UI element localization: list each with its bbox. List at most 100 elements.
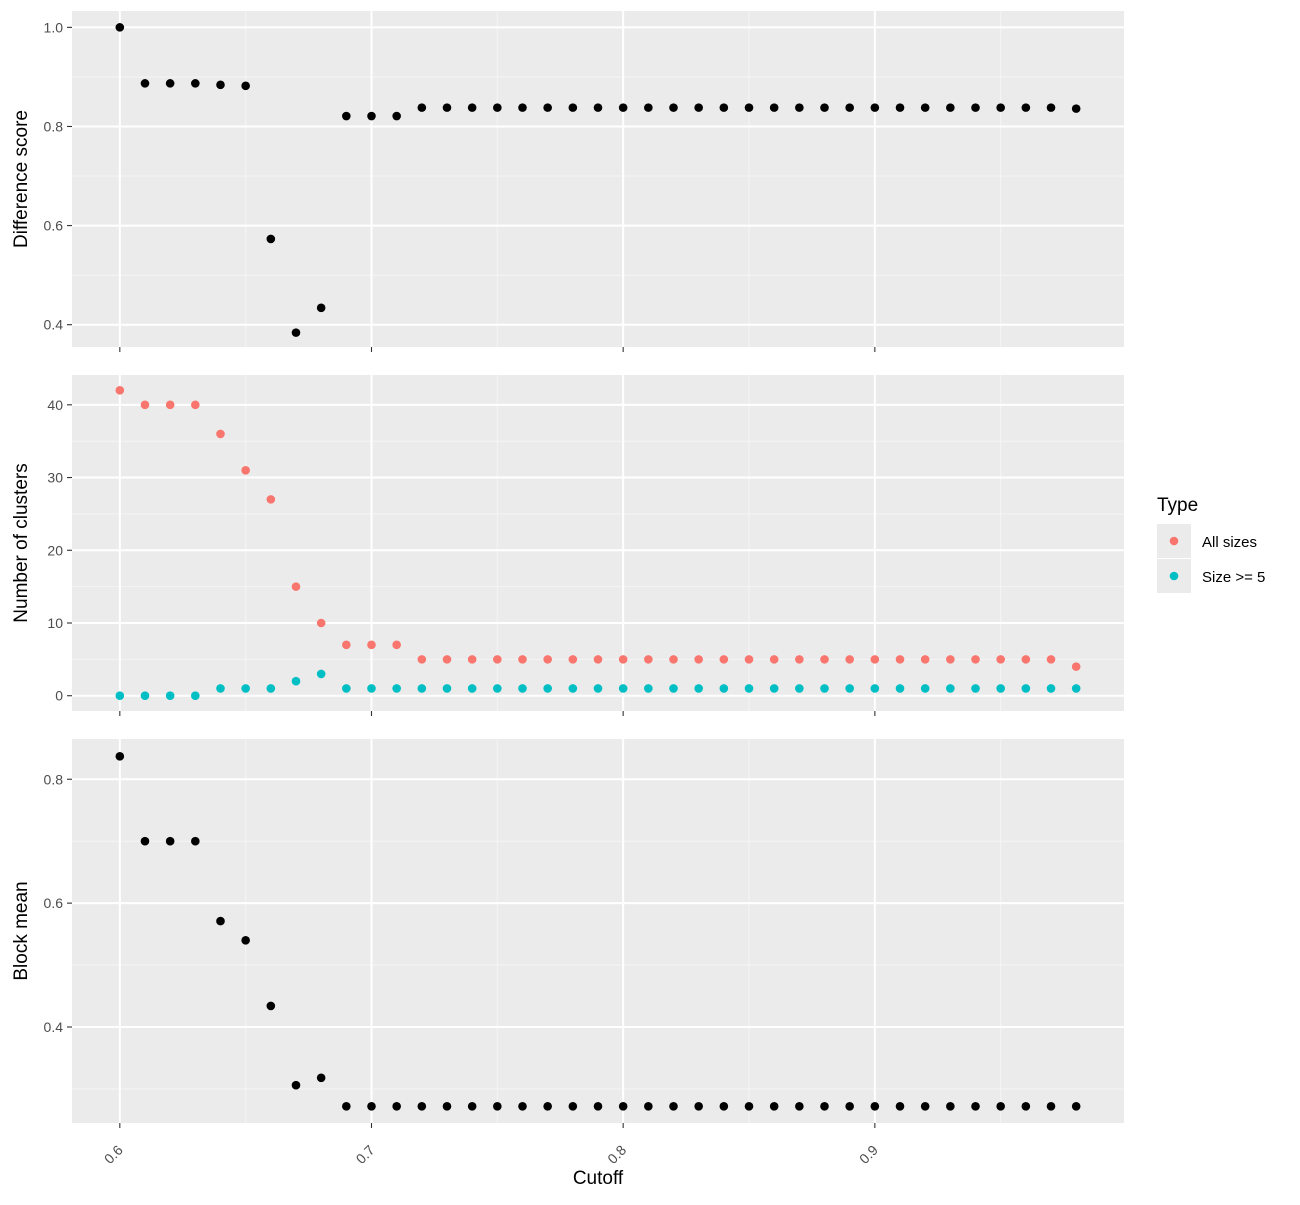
data-point <box>669 684 678 693</box>
data-point <box>442 655 452 664</box>
data-point <box>946 655 955 664</box>
data-point <box>845 103 854 112</box>
x-tick-label: 0.6 <box>101 1142 126 1167</box>
data-point <box>996 684 1005 693</box>
data-point <box>920 1101 930 1111</box>
data-point <box>392 684 401 693</box>
data-point <box>1021 655 1031 664</box>
y-axis-title: Number of clusters <box>11 463 32 622</box>
data-point <box>593 103 603 112</box>
data-point <box>191 79 200 88</box>
data-point <box>996 103 1005 112</box>
data-point <box>191 691 200 701</box>
data-point <box>820 1101 829 1111</box>
data-point <box>971 684 980 693</box>
data-point <box>115 691 125 701</box>
data-point <box>543 684 552 693</box>
y-tick-label: 0.8 <box>44 118 64 134</box>
legend-key-point <box>1169 571 1179 581</box>
data-point <box>1071 104 1081 113</box>
data-point <box>644 103 653 112</box>
data-point <box>618 655 628 664</box>
data-point <box>467 684 477 693</box>
x-axis-title: Cutoff <box>573 1168 624 1189</box>
data-point <box>971 103 980 112</box>
legend-label: Size >= 5 <box>1202 569 1265 586</box>
data-point <box>342 684 351 693</box>
data-point <box>493 684 502 693</box>
legend-key-point <box>1169 536 1179 546</box>
data-point <box>216 916 225 926</box>
data-point <box>895 103 905 112</box>
data-point <box>493 1101 502 1111</box>
data-point <box>291 582 301 591</box>
data-point <box>342 640 351 650</box>
data-point <box>367 684 376 693</box>
data-point <box>744 684 754 693</box>
data-point <box>1021 1101 1031 1111</box>
data-point <box>115 385 125 395</box>
data-point <box>417 1101 427 1111</box>
data-point <box>744 655 754 664</box>
data-point <box>518 684 527 693</box>
data-point <box>895 684 905 693</box>
data-point <box>1046 655 1056 664</box>
data-point <box>291 328 301 337</box>
data-point <box>895 655 905 664</box>
data-point <box>895 1101 905 1111</box>
data-point <box>1071 662 1081 671</box>
data-point <box>216 429 225 439</box>
data-point <box>392 111 401 121</box>
data-point <box>467 1101 477 1111</box>
data-point <box>795 655 804 664</box>
data-point <box>996 1101 1005 1111</box>
data-point <box>241 465 250 475</box>
data-point <box>191 836 200 846</box>
x-tick-label: 0.8 <box>604 1142 629 1167</box>
data-point <box>518 655 527 664</box>
data-point <box>442 103 452 112</box>
data-point <box>769 684 779 693</box>
data-point <box>618 103 628 112</box>
y-tick-label: 0.4 <box>44 1019 64 1035</box>
data-point <box>618 684 628 693</box>
data-point <box>543 103 552 112</box>
data-point <box>618 1101 628 1111</box>
data-point <box>140 836 150 846</box>
legend: Type All sizes Size >= 5 <box>1157 495 1265 593</box>
data-point <box>694 103 703 112</box>
y-tick-label: 0 <box>55 688 63 704</box>
data-point <box>316 669 326 679</box>
data-point <box>593 1101 603 1111</box>
y-tick-label: 30 <box>47 470 63 486</box>
data-point <box>694 1101 703 1111</box>
data-point <box>870 684 880 693</box>
data-point <box>568 1101 578 1111</box>
data-point <box>946 1101 955 1111</box>
data-point <box>870 103 880 112</box>
data-point <box>769 655 779 664</box>
data-point <box>1046 1101 1056 1111</box>
data-point <box>266 495 276 504</box>
legend-title: Type <box>1157 495 1198 516</box>
data-point <box>316 1073 326 1083</box>
data-point <box>744 1101 754 1111</box>
data-point <box>115 752 125 761</box>
data-point <box>644 655 653 664</box>
data-point <box>216 684 225 693</box>
panel-background <box>72 739 1124 1123</box>
data-point <box>316 303 326 313</box>
data-point <box>442 1101 452 1111</box>
data-point <box>543 655 552 664</box>
data-point <box>920 655 930 664</box>
data-point <box>417 684 427 693</box>
data-point <box>392 640 401 650</box>
data-point <box>920 684 930 693</box>
data-point <box>241 935 250 945</box>
data-point <box>316 618 326 628</box>
panel-background <box>72 375 1124 711</box>
data-point <box>417 103 427 112</box>
data-point <box>216 80 225 90</box>
